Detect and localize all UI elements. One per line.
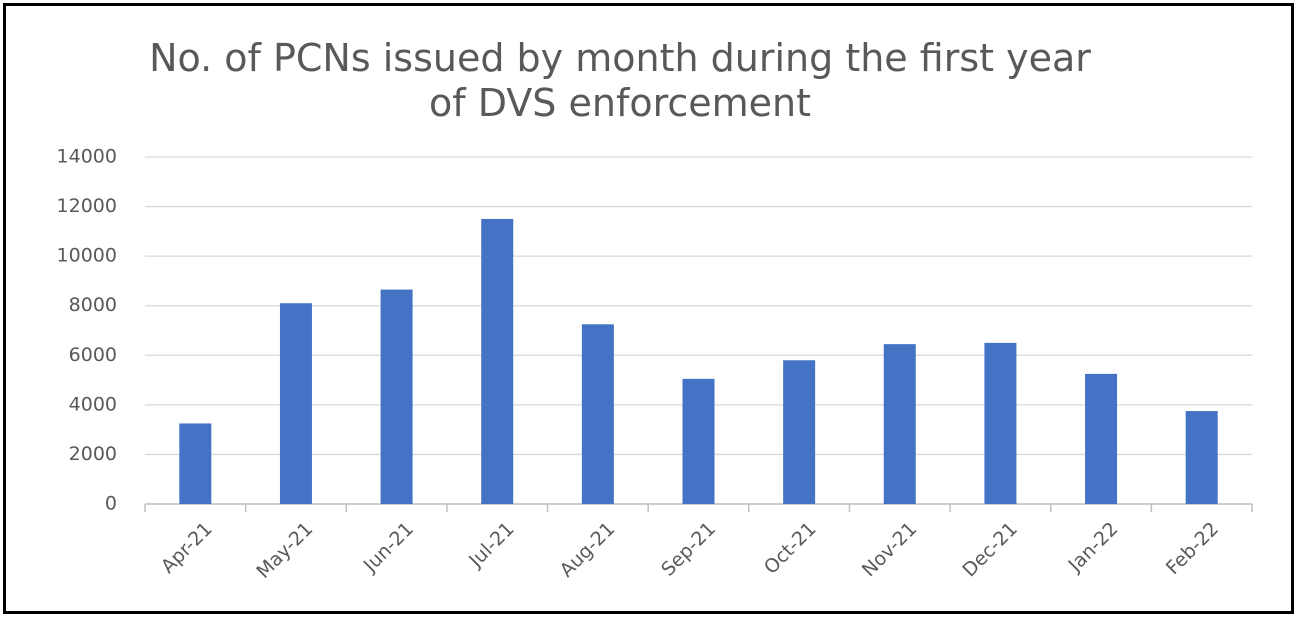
x-tick-label: Jun-21 [359,518,418,577]
y-tick-label: 10000 [57,245,117,267]
y-tick-label: 14000 [57,146,117,168]
bar [883,344,916,504]
bar [682,378,715,504]
chart-frame [3,3,1294,614]
x-tick-label: Apr-21 [157,518,217,578]
x-tick-label: May-21 [252,518,317,583]
y-tick-label: 4000 [69,393,117,415]
x-tick-label: Sep-21 [657,518,720,581]
x-tick-label: Jul-21 [464,518,518,572]
bar [179,423,212,504]
bar [279,303,312,504]
y-tick-label: 8000 [69,294,117,316]
bar [380,289,413,504]
chart-title: No. of PCNs issued by month during the f… [149,36,1091,125]
x-tick-label: Feb-22 [1162,518,1223,579]
y-tick-label: 2000 [69,443,117,465]
bar [481,218,514,504]
bar [1085,373,1118,504]
x-tick-label: Jan-22 [1064,518,1123,577]
x-tick-label: Dec-21 [958,518,1022,582]
bar [783,360,816,504]
y-tick-label: 12000 [57,195,117,217]
x-tick-label: Oct-21 [760,518,821,579]
y-tick-label: 6000 [69,344,117,366]
x-tick-label: Nov-21 [858,518,921,581]
bar [1185,411,1218,504]
y-tick-label: 0 [105,493,117,515]
bar [984,342,1017,504]
x-tick-label: Aug-21 [556,518,620,582]
bar [581,324,614,504]
